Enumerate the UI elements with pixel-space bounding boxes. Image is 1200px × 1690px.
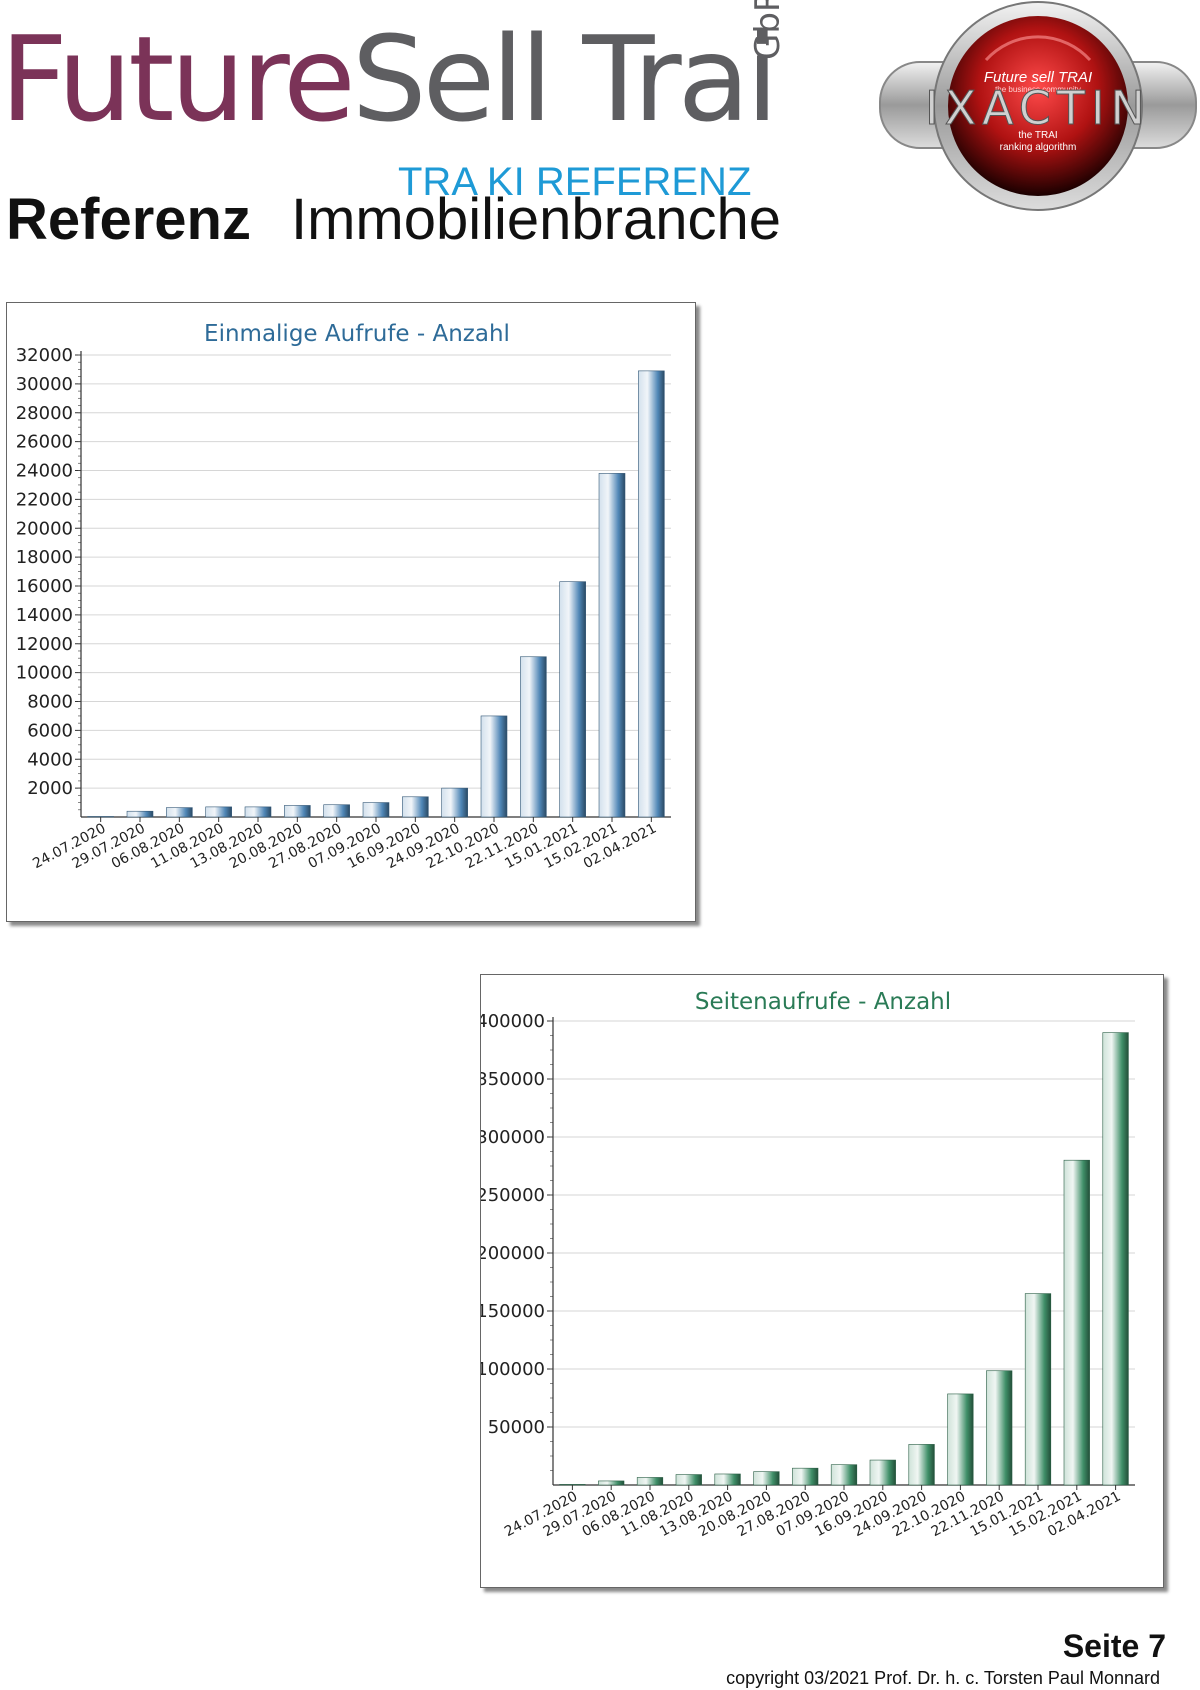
logo-gbr: GbR — [748, 0, 788, 60]
bar-16.09.2020 — [869, 1459, 896, 1486]
y-tick-label: 400000 — [481, 1011, 545, 1032]
bar-15.02.2021 — [1063, 1159, 1090, 1486]
logo-part-sell: Sell — [351, 10, 553, 148]
chart-page-views-svg: Seitenaufrufe - Anzahl 400000 350000 300000… — [481, 989, 1135, 1540]
bar-02.04.2021 — [1102, 1032, 1129, 1486]
chart-unique-visits-svg: Einmalige Aufrufe - Anzahl 32000 30000 2800… — [16, 321, 671, 872]
badge-tagline: the business community — [995, 85, 1081, 94]
logo-part-future: Future — [0, 10, 356, 148]
y-tick-label: 150000 — [481, 1301, 545, 1322]
logo-part-trai: Trai — [582, 10, 778, 148]
y-tick-label: 300000 — [481, 1127, 545, 1148]
chart-title: Seitenaufrufe - Anzahl — [695, 989, 951, 1015]
chart-title: Einmalige Aufrufe - Anzahl — [204, 321, 510, 347]
bar-24.07.2020 — [87, 816, 114, 818]
bar-02.04.2021 — [638, 370, 665, 818]
y-tick-label: 6000 — [27, 720, 73, 741]
headline-rest: Immobilienbranche — [290, 187, 782, 252]
bar-20.08.2020 — [753, 1471, 780, 1486]
bar-11.08.2020 — [205, 806, 232, 818]
y-tick-label: 100000 — [481, 1359, 545, 1380]
badge-word: IXACTIN — [925, 81, 1151, 135]
bar-13.08.2020 — [714, 1473, 741, 1486]
badge-top-line: Future sell TRAI — [984, 69, 1092, 86]
y-tick-label: 26000 — [16, 432, 73, 453]
logo-subtitle: TRA KI REFERENZ — [398, 160, 752, 204]
brand-logo: FutureSell Trai GbR TRA KI REFERENZ — [0, 0, 820, 204]
chart-unique-visits: Einmalige Aufrufe - Anzahl 32000 30000 2800… — [6, 302, 696, 922]
bar-27.08.2020 — [323, 804, 350, 818]
badge-caption-1: the TRAI — [1018, 130, 1057, 141]
y-tick-label: 10000 — [16, 663, 73, 684]
y-tick-label: 4000 — [27, 749, 73, 770]
badge-caption-2: ranking algorithm — [1000, 142, 1077, 153]
bar-13.08.2020 — [244, 806, 272, 818]
bar-27.08.2020 — [792, 1467, 819, 1486]
bar-07.09.2020 — [362, 802, 390, 818]
y-tick-label: 20000 — [16, 518, 73, 539]
copyright-note: copyright 03/2021 Prof. Dr. h. c. Torste… — [726, 1668, 1160, 1688]
chart-page-views: Seitenaufrufe - Anzahl 400000 350000 300000… — [480, 974, 1164, 1588]
y-tick-label: 30000 — [16, 374, 73, 395]
y-tick-label: 200000 — [481, 1243, 545, 1264]
ixactin-badge: Future sell TRAI the business community … — [876, 0, 1200, 215]
bar-24.07.2020 — [559, 1484, 586, 1486]
y-tick-label: 14000 — [16, 605, 73, 626]
y-tick-label: 350000 — [481, 1069, 545, 1090]
bar-11.08.2020 — [675, 1474, 702, 1486]
bar-07.09.2020 — [830, 1464, 858, 1486]
bar-24.09.2020 — [441, 787, 468, 818]
y-tick-label: 28000 — [16, 403, 73, 424]
bar-29.07.2020 — [598, 1480, 625, 1486]
y-tick-label: 32000 — [16, 345, 73, 366]
bar-20.08.2020 — [284, 805, 311, 818]
bar-29.07.2020 — [126, 810, 154, 818]
bar-22.10.2020 — [480, 715, 508, 818]
y-tick-label: 18000 — [16, 547, 73, 568]
bar-16.09.2020 — [402, 796, 429, 818]
bar-22.11.2020 — [520, 656, 547, 818]
logo-wordmark: FutureSell Trai — [0, 20, 779, 138]
bar-06.08.2020 — [636, 1477, 664, 1486]
y-tick-label: 24000 — [16, 461, 73, 482]
bar-24.09.2020 — [908, 1444, 935, 1486]
y-tick-label: 8000 — [27, 692, 73, 713]
bar-22.10.2020 — [947, 1393, 974, 1486]
y-tick-label: 16000 — [16, 576, 73, 597]
page-number: Seite 7 — [1062, 1628, 1166, 1664]
headline-bold: Referenz — [6, 187, 251, 252]
bar-15.02.2021 — [598, 473, 626, 818]
y-tick-label: 12000 — [16, 634, 73, 655]
y-tick-label: 2000 — [27, 778, 73, 799]
page-headline: Referenz Immobilienbranche — [6, 186, 781, 253]
y-tick-label: 22000 — [16, 489, 73, 510]
bar-22.11.2020 — [986, 1370, 1013, 1486]
y-tick-label: 50000 — [488, 1417, 545, 1438]
bar-06.08.2020 — [166, 807, 193, 818]
bar-15.01.2021 — [1024, 1293, 1052, 1486]
bar-15.01.2021 — [559, 581, 586, 818]
y-tick-label: 250000 — [481, 1185, 545, 1206]
